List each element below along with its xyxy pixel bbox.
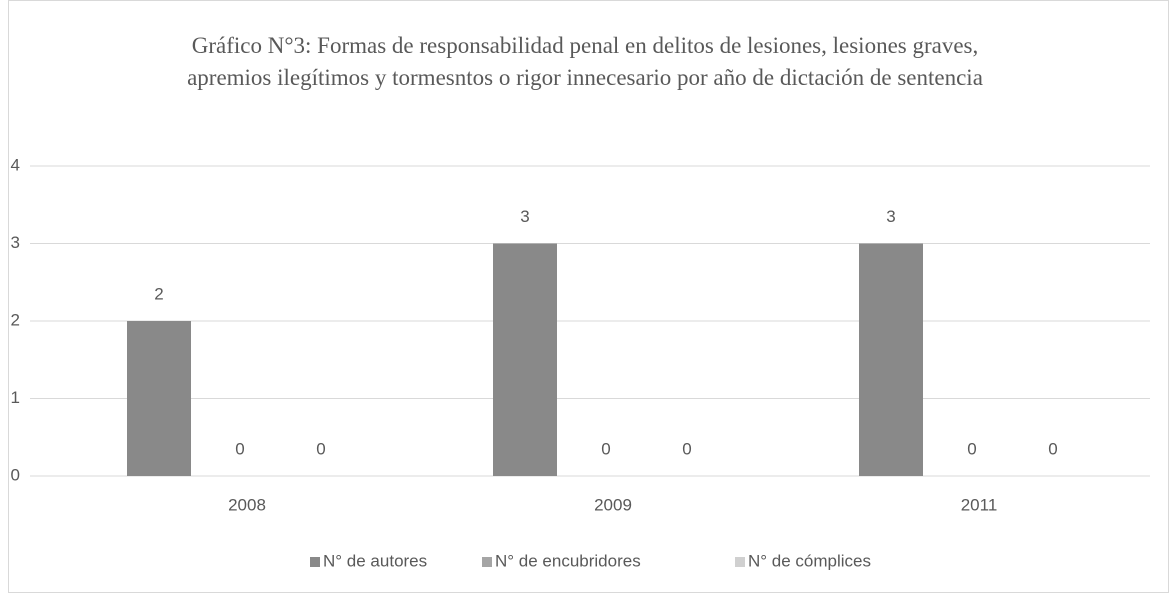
data-label: 0 xyxy=(316,439,325,458)
legend-swatch xyxy=(310,557,320,567)
y-tick-label: 0 xyxy=(11,465,20,484)
y-tick-label: 1 xyxy=(11,388,20,407)
data-label: 0 xyxy=(967,439,976,458)
chart-title: Gráfico N°3: Formas de responsabilidad p… xyxy=(187,33,983,90)
bar xyxy=(127,321,191,476)
legend-label: N° de autores xyxy=(323,551,427,570)
data-label: 2 xyxy=(154,284,163,303)
data-label: 3 xyxy=(886,207,895,226)
bar xyxy=(493,243,557,476)
x-tick-label: 2008 xyxy=(228,495,266,514)
y-tick-label: 2 xyxy=(11,310,20,329)
x-tick-label: 2009 xyxy=(594,495,632,514)
data-label: 0 xyxy=(682,439,691,458)
data-label: 0 xyxy=(1048,439,1057,458)
y-tick-label: 3 xyxy=(11,233,20,252)
y-tick-label: 4 xyxy=(11,155,20,174)
data-label: 0 xyxy=(235,439,244,458)
legend-swatch xyxy=(735,557,745,567)
legend-label: N° de encubridores xyxy=(495,551,641,570)
data-label: 3 xyxy=(520,207,529,226)
bar xyxy=(859,243,923,476)
data-label: 0 xyxy=(601,439,610,458)
legend-label: N° de cómplices xyxy=(748,551,871,570)
chart-border xyxy=(8,0,1169,593)
legend-swatch xyxy=(482,557,492,567)
x-tick-label: 2011 xyxy=(961,495,998,514)
